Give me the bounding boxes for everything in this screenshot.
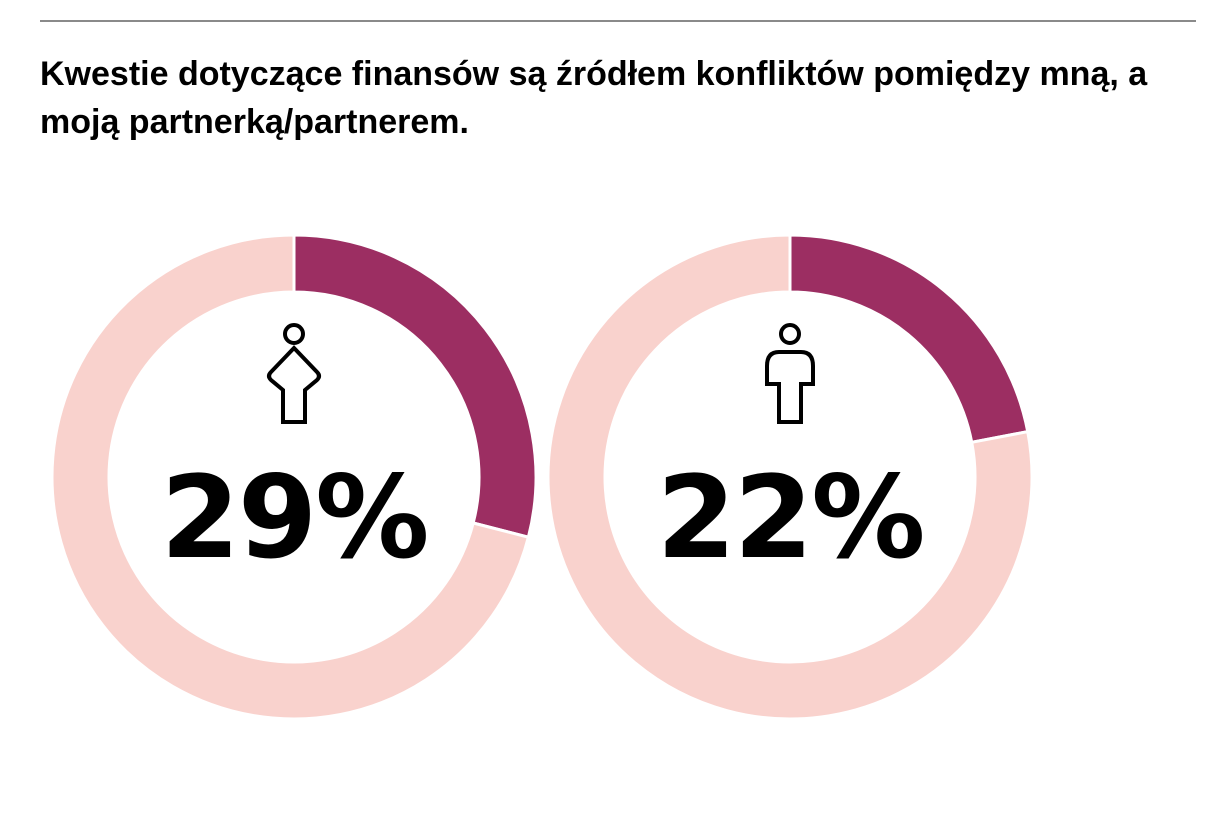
chart-title: Kwestie dotyczące finansów są źródłem ko…	[40, 55, 1148, 141]
donut-ring-women	[50, 233, 538, 721]
remainder-segment	[546, 233, 1034, 721]
donut-chart-men: 22%	[546, 233, 1034, 721]
donut-chart-women: 29%	[50, 233, 538, 721]
woman-icon	[267, 323, 321, 424]
highlight-segment	[292, 233, 538, 540]
top-rule	[40, 20, 1196, 22]
man-icon	[765, 323, 815, 424]
percentage-label-men: 22%	[656, 451, 926, 584]
highlight-segment	[788, 233, 1030, 445]
remainder-segment	[50, 233, 531, 721]
percentage-label-women: 29%	[160, 451, 430, 584]
donut-ring-men	[546, 233, 1034, 721]
